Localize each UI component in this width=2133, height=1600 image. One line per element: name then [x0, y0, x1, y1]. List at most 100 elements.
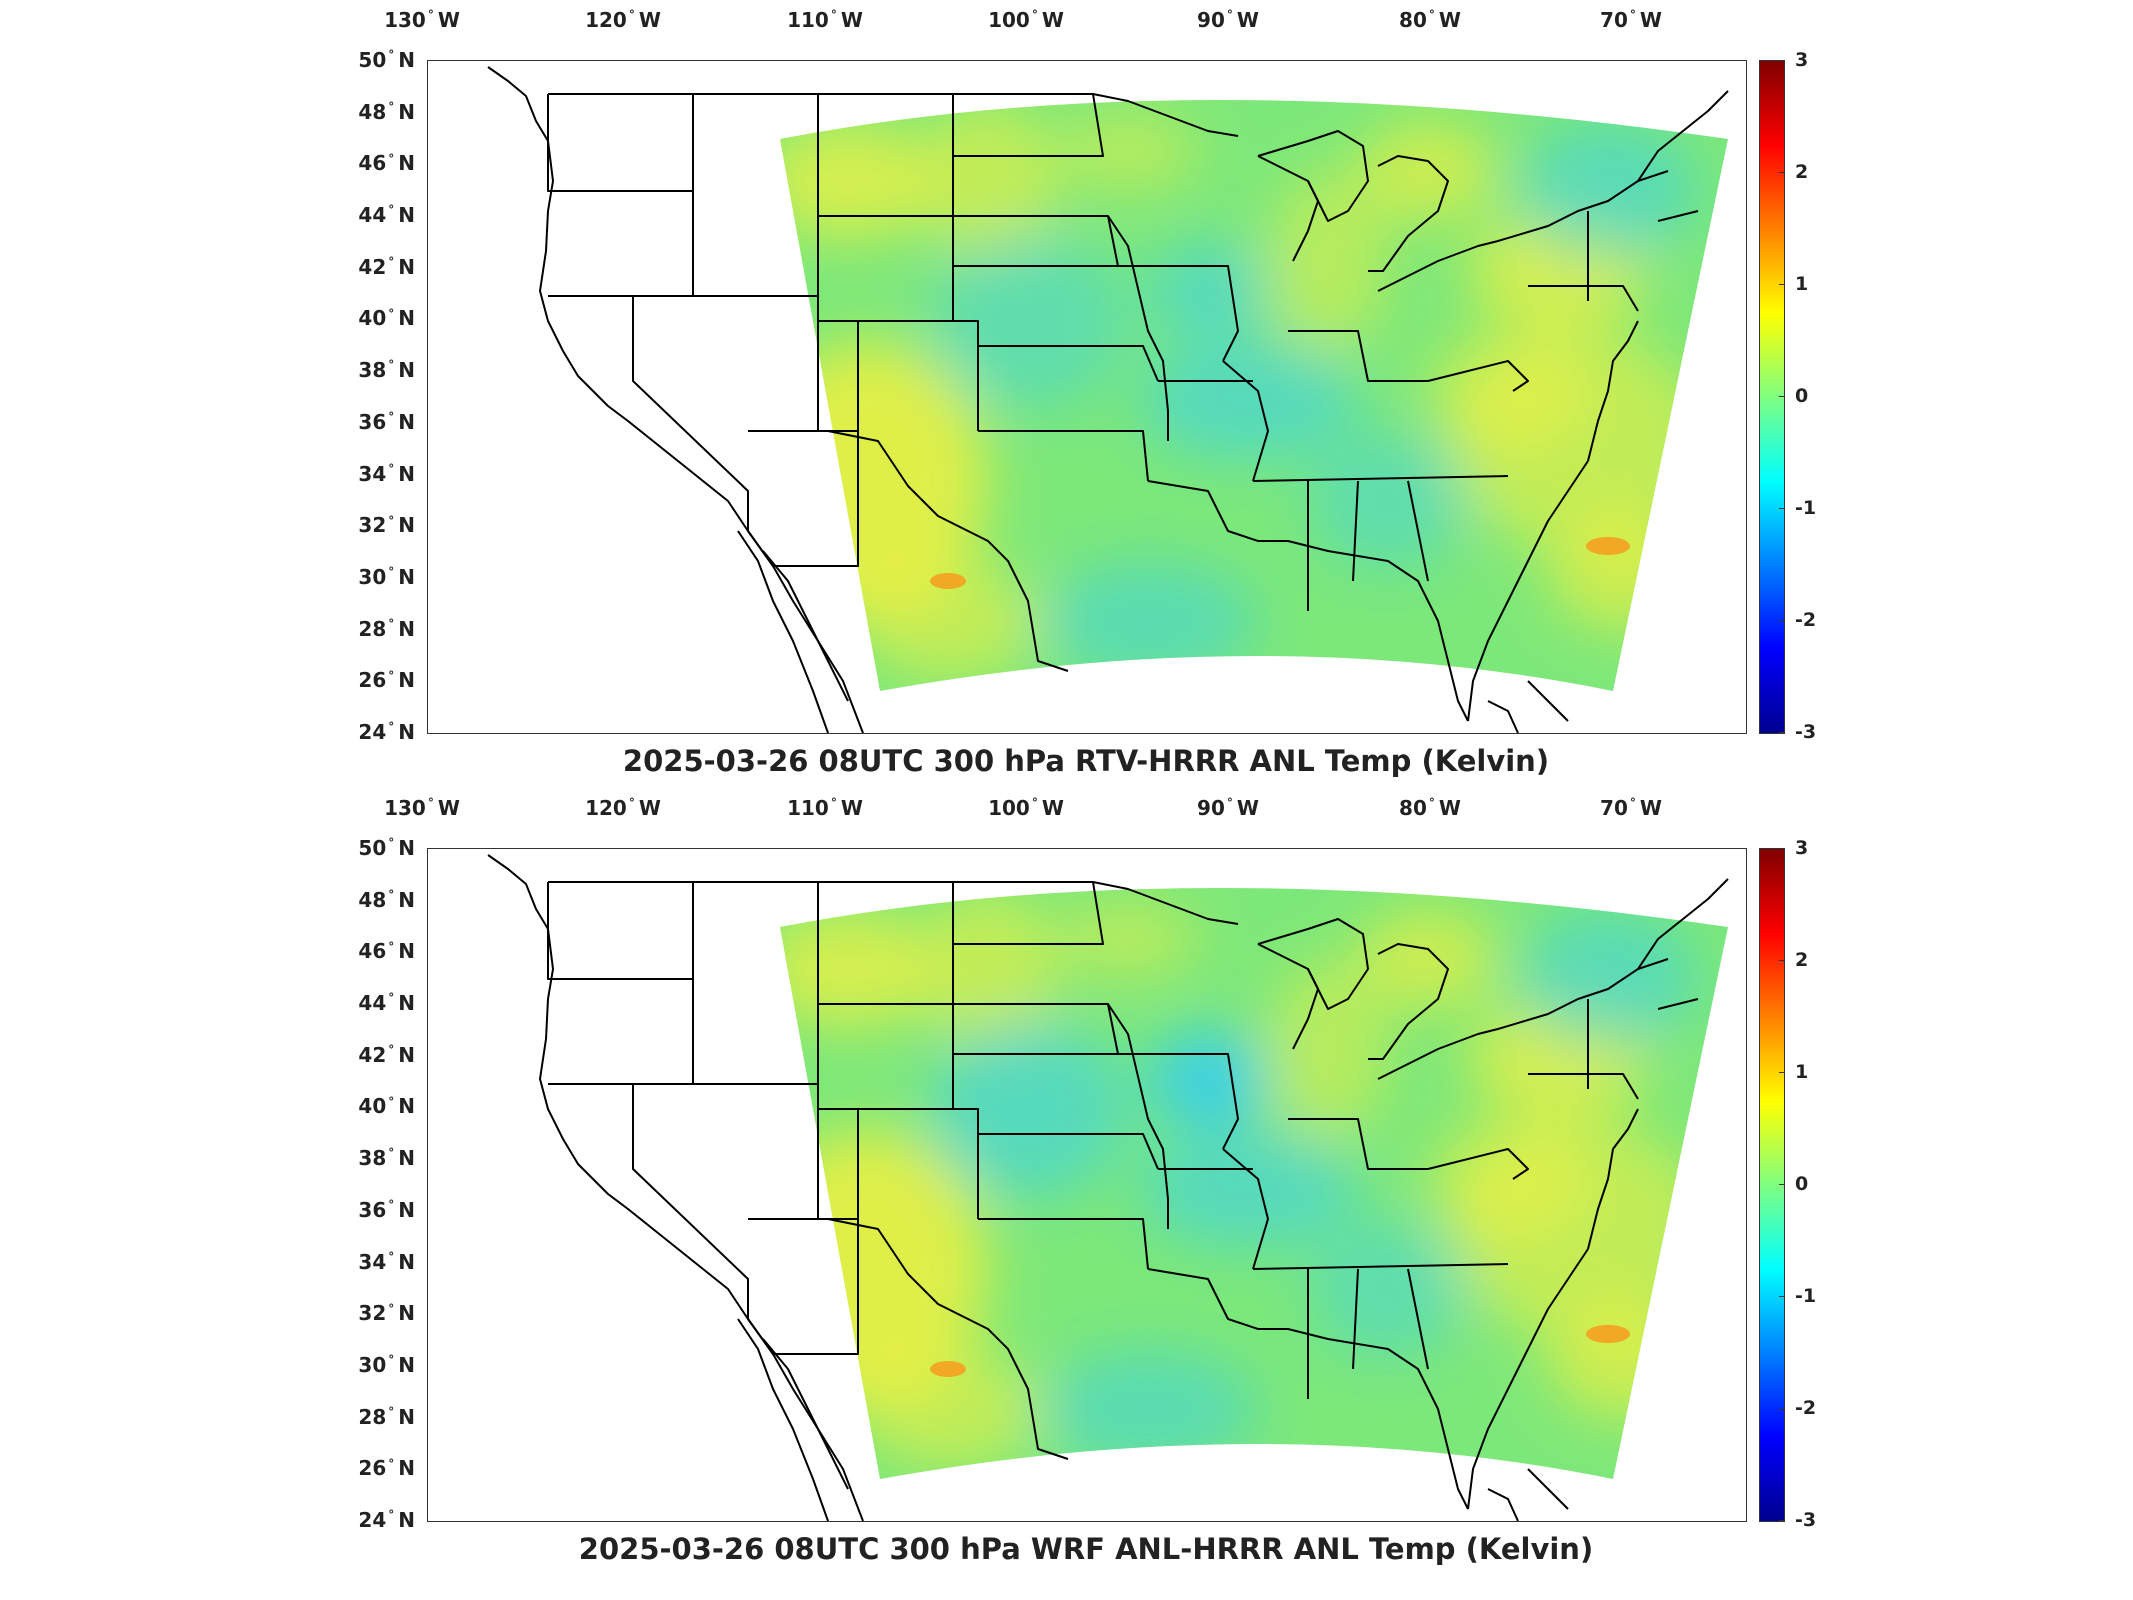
lat-tick-label: 44 ° N — [358, 991, 415, 1016]
boundary-line — [1487, 700, 1519, 733]
colorbar-tick-mark — [1779, 1072, 1784, 1073]
colorbar-tick-label: -3 — [1795, 721, 1817, 743]
lon-tick-label: 130 ° W — [384, 796, 460, 820]
map-panel-1: 130 ° W 120 ° W 110 ° W 100 ° W 90 ° W 80 ° W 70 ° W 50 ° N 48 ° N… — [0, 0, 2133, 790]
anomaly-region — [858, 561, 1038, 681]
boundary-line — [1657, 998, 1699, 1010]
boundary-line — [747, 1218, 859, 1355]
lat-tick-label: 40 ° N — [358, 306, 415, 331]
lat-tick-label: 30 ° N — [358, 1352, 415, 1377]
boundary-line — [1092, 881, 1239, 925]
lat-tick-label: 42 ° N — [358, 1042, 415, 1067]
boundary-line — [827, 1218, 1069, 1460]
boundary-line — [548, 295, 819, 306]
boundary-line — [953, 320, 979, 431]
colorbar-tick-mark — [1779, 848, 1784, 849]
boundary-line — [827, 430, 1069, 672]
colorbar-tick-label: -1 — [1795, 497, 1817, 519]
lat-tick-label: 26 ° N — [358, 1456, 415, 1481]
anomaly-region — [1448, 1119, 1708, 1339]
boundary-line — [1092, 93, 1239, 137]
colorbar-tick-mark — [1779, 284, 1784, 285]
boundary-line — [1257, 918, 1369, 1010]
boundary-line — [1528, 285, 1639, 312]
temperature-difference-field — [780, 100, 1728, 691]
state-and-coast-outlines — [487, 854, 1729, 1521]
colorbar-tick-label: -2 — [1795, 609, 1817, 631]
anomaly-region — [780, 121, 938, 241]
boundary-line — [978, 1218, 1149, 1270]
boundary-line — [737, 530, 829, 733]
boundary-line — [1352, 1268, 1359, 1370]
boundary-line — [748, 296, 819, 432]
lon-tick-label: 100 ° W — [988, 796, 1064, 820]
boundary-line — [817, 1004, 859, 1219]
anomaly-region — [1148, 241, 1268, 341]
boundary-line — [737, 1318, 829, 1521]
colorbar-tick-mark — [1779, 1408, 1784, 1409]
anomaly-region — [1358, 121, 1498, 221]
lon-tick-label: 90 ° W — [1197, 8, 1259, 32]
boundary-line — [1467, 1248, 1589, 1510]
anomaly-region — [1308, 1219, 1468, 1359]
boundary-line — [1222, 360, 1269, 482]
lat-tick-label: 28 ° N — [358, 1404, 415, 1429]
boundary-line — [953, 93, 1104, 157]
boundary-line — [762, 1338, 849, 1490]
boundary-line — [1467, 460, 1589, 722]
panel-title: 2025-03-26 08UTC 300 hPa RTV-HRRR ANL Te… — [622, 744, 1550, 778]
lon-tick-label: 90 ° W — [1197, 796, 1259, 820]
lat-tick-label: 36 ° N — [358, 1197, 415, 1222]
boundary-line — [1368, 943, 1449, 1060]
boundary-line — [1587, 1108, 1639, 1250]
boundary-line — [1257, 130, 1369, 222]
colorbar-tick-label: 1 — [1795, 273, 1809, 295]
boundary-line — [1637, 90, 1729, 182]
warm-hotspot — [930, 573, 966, 589]
lat-tick-label: 50 ° N — [358, 836, 415, 860]
lat-tick-label: 32 ° N — [358, 513, 415, 538]
boundary-line — [1407, 480, 1429, 582]
boundary-line — [1147, 1268, 1259, 1330]
anomaly-region — [1268, 171, 1388, 351]
lat-tick-label: 42 ° N — [358, 254, 415, 279]
boundary-line — [1637, 878, 1729, 970]
lon-tick-label: 70 ° W — [1600, 8, 1662, 32]
boundary-line — [548, 1083, 819, 1094]
anomaly-region — [858, 1349, 1038, 1469]
lon-tick-label: 70 ° W — [1600, 796, 1662, 820]
boundary-line — [1427, 1148, 1529, 1180]
colorbar-tick-mark — [1779, 1296, 1784, 1297]
boundary-line — [1288, 1118, 1428, 1170]
lon-tick-label: 130 ° W — [384, 8, 460, 32]
anomaly-region — [1548, 511, 1708, 631]
anomaly-region — [1058, 111, 1198, 191]
anomaly-region — [1358, 909, 1498, 1009]
colorbar-tick-label: 0 — [1795, 385, 1809, 407]
colorbar — [1759, 848, 1785, 1522]
boundary-line — [1587, 320, 1639, 462]
lat-tick-label: 40 ° N — [358, 1094, 415, 1119]
boundary-line — [953, 1003, 1119, 1055]
boundary-line — [1107, 1003, 1169, 1229]
anomaly-region — [1038, 1349, 1258, 1469]
lat-tick-label: 46 ° N — [358, 151, 415, 176]
anomaly-region — [1548, 1299, 1708, 1419]
anomaly-region — [1038, 561, 1258, 681]
colorbar-tick-label: 0 — [1795, 1173, 1809, 1195]
boundary-line — [1527, 680, 1569, 722]
colorbar-tick-label: -1 — [1795, 1285, 1817, 1307]
lat-tick-label: 26 ° N — [358, 668, 415, 693]
anomaly-region — [1518, 121, 1698, 261]
state-and-coast-outlines — [487, 66, 1729, 733]
warm-hotspot — [1586, 1325, 1630, 1343]
warm-hotspot — [930, 1361, 966, 1377]
boundary-line — [953, 215, 1119, 267]
boundary-line — [1407, 1268, 1429, 1370]
map-panel-2: 130 ° W 120 ° W 110 ° W 100 ° W 90 ° W 80 ° W 70 ° W 50 ° N 48 ° N… — [0, 788, 2133, 1578]
boundary-line — [1497, 958, 1669, 1030]
boundary-line — [1147, 480, 1259, 542]
warm-hotspot — [1586, 537, 1630, 555]
boundary-line — [547, 882, 694, 980]
boundary-line — [748, 1084, 819, 1220]
